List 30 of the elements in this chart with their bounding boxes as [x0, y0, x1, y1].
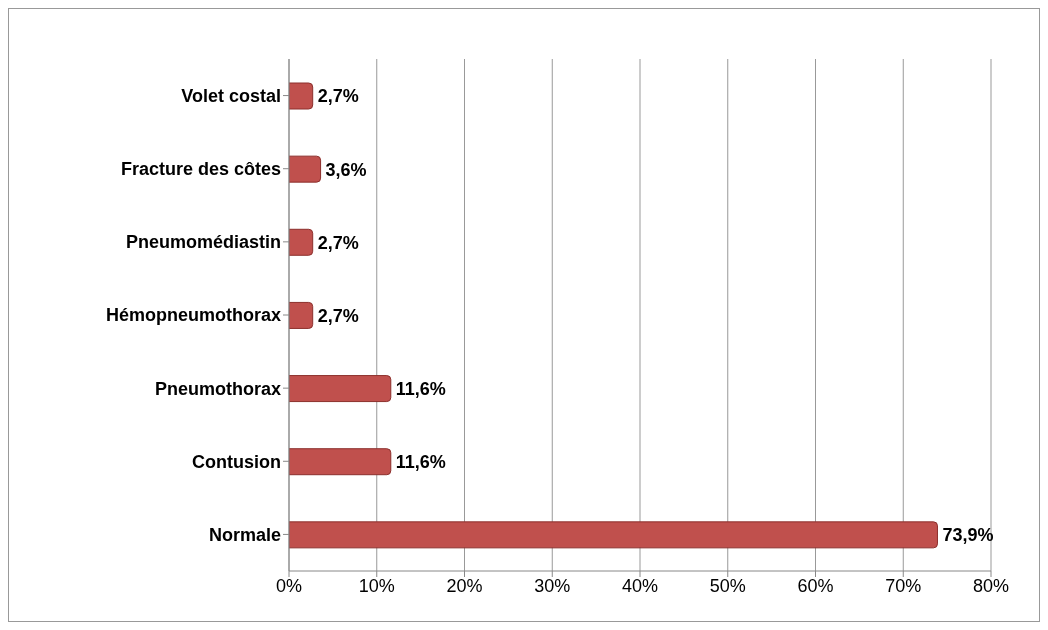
x-tick-label: 40% [621, 575, 659, 596]
y-tick-label: Normale [208, 524, 281, 545]
bar [289, 228, 314, 256]
bar [289, 82, 314, 110]
y-tick-label: Volet costal [181, 85, 281, 106]
x-tick-label: 20% [446, 575, 483, 596]
bar [289, 155, 322, 183]
y-tick-label: Contusion [192, 451, 281, 472]
x-tick-label: 80% [972, 575, 1010, 596]
data-label: 3,6% [325, 159, 367, 180]
bar [289, 521, 938, 549]
x-tick-label: 60% [797, 575, 834, 596]
x-tick-label: 50% [709, 575, 746, 596]
bar [289, 375, 392, 403]
data-label: 11,6% [395, 378, 446, 399]
y-tick-label: Hémopneumothorax [105, 305, 281, 326]
data-label: 2,7% [317, 86, 359, 107]
x-tick-label: 70% [885, 575, 922, 596]
data-label: 2,7% [317, 232, 359, 253]
bar [289, 301, 314, 329]
y-tick-label: Fracture des côtes [120, 159, 281, 180]
y-tick-label: Pneumomédiastin [125, 232, 281, 253]
bar [289, 448, 392, 476]
x-tick-label: 30% [534, 575, 571, 596]
y-tick-label: Pneumothorax [154, 378, 281, 399]
data-label: 11,6% [395, 452, 446, 473]
x-tick-label: 0% [275, 575, 303, 596]
data-label: 2,7% [317, 305, 359, 326]
data-label: 73,9% [942, 525, 994, 546]
x-tick-label: 10% [358, 575, 395, 596]
